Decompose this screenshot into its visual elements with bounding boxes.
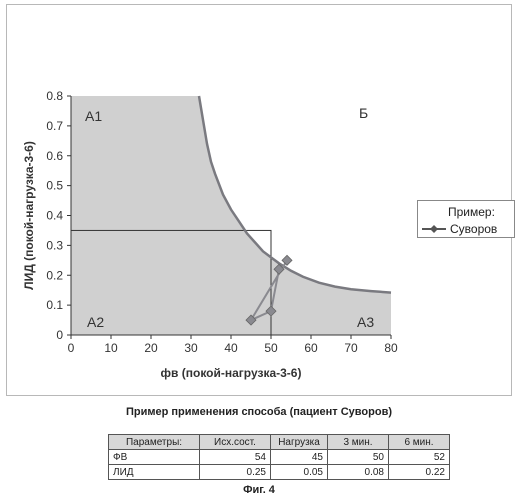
table-header-cell: 6 мин. bbox=[389, 435, 450, 450]
region-label: А3 bbox=[357, 314, 374, 330]
y-tick-label: 0 bbox=[56, 328, 63, 342]
table-title: Пример применения способа (пациент Сувор… bbox=[0, 406, 518, 418]
x-tick-label: 50 bbox=[264, 341, 278, 355]
table-cell: 45 bbox=[271, 450, 328, 465]
x-tick-label: 10 bbox=[104, 341, 118, 355]
region-label: Б bbox=[359, 105, 368, 121]
region-label: А1 bbox=[85, 108, 102, 124]
data-table: Параметры: Исх.сост. Нагрузка 3 мин. 6 м… bbox=[108, 434, 450, 480]
y-axis-title: ЛИД (покой-нагрузка-3-6) bbox=[22, 141, 36, 290]
table-header-cell: 3 мин. bbox=[328, 435, 389, 450]
x-tick-label: 80 bbox=[384, 341, 398, 355]
table-cell: 54 bbox=[200, 450, 271, 465]
legend-entry-label: Суворов bbox=[450, 222, 497, 236]
table-cell: 0.25 bbox=[200, 465, 271, 480]
legend-title: Пример: bbox=[448, 205, 495, 219]
x-tick-label: 20 bbox=[144, 341, 158, 355]
table-header-cell: Нагрузка bbox=[271, 435, 328, 450]
table-header-cell: Параметры: bbox=[109, 435, 200, 450]
y-tick-label: 0.2 bbox=[46, 268, 63, 282]
table-header-row: Параметры: Исх.сост. Нагрузка 3 мин. 6 м… bbox=[109, 435, 450, 450]
legend-marker-icon bbox=[422, 224, 446, 234]
y-tick-label: 0.7 bbox=[46, 119, 63, 133]
table-cell: 52 bbox=[389, 450, 450, 465]
x-tick-label: 40 bbox=[224, 341, 238, 355]
chart-frame: 0 10 20 30 40 50 60 70 80 0 0.1 0.2 0.3 0.4 0.5 0.6 0.7 0… bbox=[6, 4, 512, 396]
figure-caption: Фиг. 4 bbox=[0, 484, 518, 496]
y-tick-label: 0.3 bbox=[46, 238, 63, 252]
y-tick-label: 0.5 bbox=[46, 179, 63, 193]
y-tick-label: 0.4 bbox=[46, 209, 63, 223]
table-cell: 0.08 bbox=[328, 465, 389, 480]
table-header-cell: Исх.сост. bbox=[200, 435, 271, 450]
legend-entry: Суворов bbox=[422, 222, 497, 236]
table-cell: 0.05 bbox=[271, 465, 328, 480]
x-tick-label: 70 bbox=[344, 341, 358, 355]
table-cell: ФВ bbox=[109, 450, 200, 465]
series-point bbox=[282, 255, 292, 265]
x-axis-title: фв (покой-нагрузка-3-6) bbox=[161, 366, 302, 380]
region-left-shade bbox=[71, 96, 391, 335]
table-cell: 0.22 bbox=[389, 465, 450, 480]
legend: Пример: Суворов bbox=[417, 200, 515, 238]
table-row: ЛИД 0.25 0.05 0.08 0.22 bbox=[109, 465, 450, 480]
x-tick-label: 30 bbox=[184, 341, 198, 355]
x-tick-label: 0 bbox=[68, 341, 75, 355]
region-label: А2 bbox=[87, 314, 104, 330]
y-tick-label: 0.1 bbox=[46, 298, 63, 312]
x-tick-label: 60 bbox=[304, 341, 318, 355]
table-row: ФВ 54 45 50 52 bbox=[109, 450, 450, 465]
y-tick-label: 0.6 bbox=[46, 149, 63, 163]
table-cell: 50 bbox=[328, 450, 389, 465]
y-tick-label: 0.8 bbox=[46, 89, 63, 103]
table-cell: ЛИД bbox=[109, 465, 200, 480]
